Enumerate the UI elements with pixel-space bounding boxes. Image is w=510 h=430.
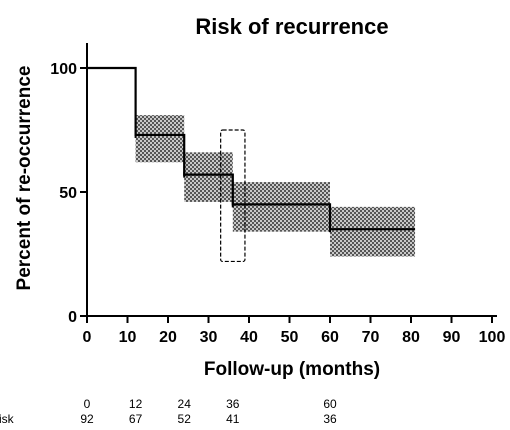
survival-curve-group	[87, 66, 416, 233]
y-tick-label: 100	[50, 61, 77, 78]
x-tick-label: 70	[362, 329, 380, 346]
x-tick-label: 10	[119, 329, 137, 346]
risk-count-label: 41	[226, 412, 240, 426]
confidence-band-4	[330, 206, 416, 257]
confidence-band-2	[184, 152, 233, 202]
x-tick-label: 20	[159, 329, 177, 346]
y-ticks: 0 50 100	[50, 61, 87, 326]
risk-count-label: 67	[129, 412, 143, 426]
x-tick-label: 40	[240, 329, 258, 346]
risk-time-label: 12	[129, 397, 143, 411]
x-tick-label: 60	[321, 329, 339, 346]
confidence-band-3	[232, 182, 330, 232]
survival-curve-1	[87, 66, 416, 231]
x-tick-label: 50	[281, 329, 299, 346]
risk-row-label: isk	[0, 412, 15, 426]
highlight-box-group	[220, 129, 246, 263]
risk-time-label: 0	[84, 397, 91, 411]
x-axis-label: Follow-up (months)	[204, 359, 380, 380]
x-tick-label: 0	[83, 329, 92, 346]
x-tick-label: 30	[200, 329, 218, 346]
chart-title: Risk of recurrence	[195, 14, 388, 39]
x-tick-label: 80	[402, 329, 420, 346]
y-tick-label: 0	[68, 309, 77, 326]
risk-count-label: 52	[178, 412, 192, 426]
confidence-band-1	[135, 115, 185, 163]
highlight-box	[220, 129, 246, 263]
risk-count-label: 36	[323, 412, 337, 426]
x-tick-label: 100	[479, 329, 506, 346]
risk-count-label: 92	[80, 412, 94, 426]
risk-time-label: 60	[323, 397, 337, 411]
y-tick-label: 50	[59, 185, 77, 202]
risk-time-label: 24	[178, 397, 192, 411]
confidence-bands	[135, 115, 416, 257]
x-ticks: 0 10 20 30 40 50 60 70 80 90 100	[83, 316, 506, 346]
x-tick-label: 90	[443, 329, 461, 346]
y-axis-label: Percent of re-occurrence	[14, 66, 35, 291]
risk-time-label: 36	[226, 397, 240, 411]
